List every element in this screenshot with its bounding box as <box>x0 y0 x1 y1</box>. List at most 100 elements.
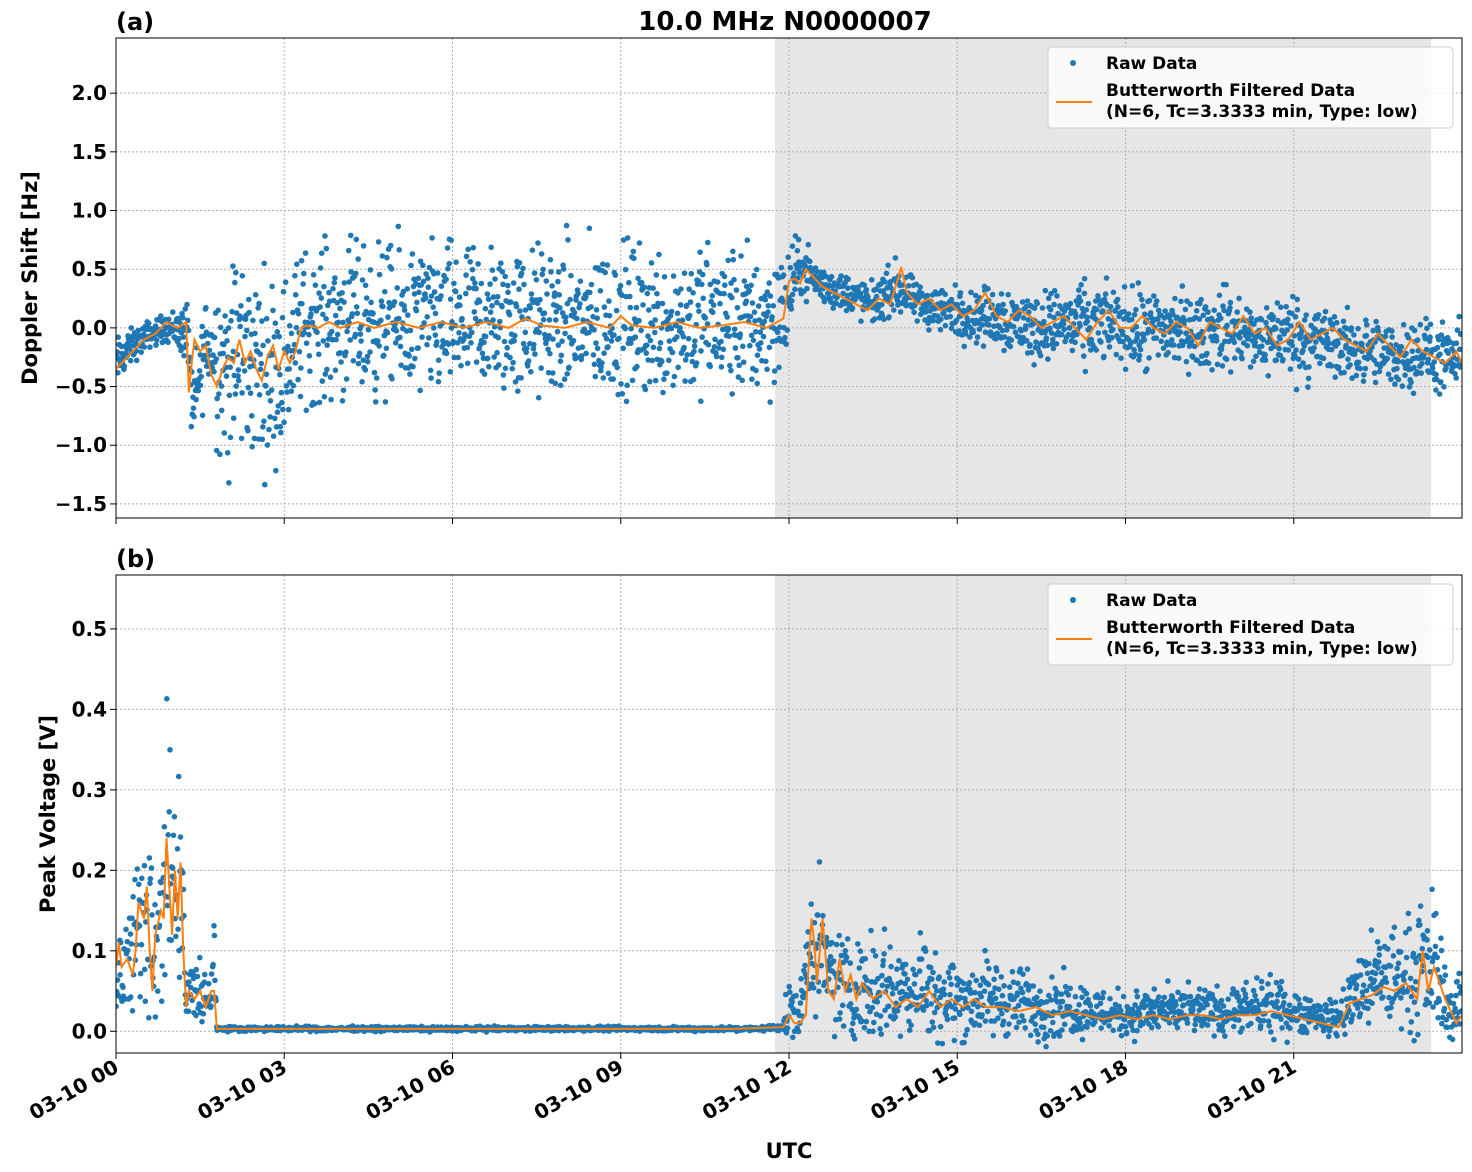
raw-data-point <box>785 254 791 260</box>
y-tick-label: 2.0 <box>72 81 107 105</box>
raw-data-point <box>660 389 666 396</box>
raw-data-point <box>1290 293 1296 300</box>
raw-data-point <box>1278 978 1285 985</box>
raw-data-point <box>1047 325 1053 332</box>
raw-data-point <box>1082 368 1089 375</box>
raw-data-point <box>250 317 256 324</box>
raw-data-point <box>308 311 314 317</box>
raw-data-point <box>624 382 630 389</box>
raw-data-point <box>443 350 450 357</box>
raw-data-point <box>505 289 511 296</box>
raw-data-point <box>280 288 287 295</box>
raw-data-point <box>667 312 674 319</box>
raw-data-point <box>1137 346 1144 353</box>
raw-data-point <box>830 958 837 964</box>
raw-data-point <box>241 368 248 374</box>
raw-data-point <box>1185 334 1192 341</box>
raw-data-point <box>709 293 715 299</box>
raw-data-point <box>292 272 298 279</box>
raw-data-point <box>897 309 904 315</box>
raw-data-point <box>547 256 554 263</box>
raw-data-point <box>125 947 131 954</box>
raw-data-point <box>1106 344 1113 350</box>
raw-data-point <box>171 813 178 820</box>
raw-data-point <box>557 382 564 389</box>
raw-data-point <box>749 300 756 306</box>
raw-data-point <box>872 953 879 959</box>
raw-data-point <box>1374 939 1381 945</box>
raw-data-point <box>918 956 925 962</box>
raw-data-point <box>1454 327 1461 333</box>
raw-data-point <box>228 317 234 324</box>
raw-data-point <box>964 1026 970 1033</box>
raw-data-point <box>565 237 571 243</box>
raw-data-point <box>1177 329 1183 335</box>
raw-data-point <box>748 332 755 339</box>
raw-data-point <box>747 342 753 349</box>
raw-data-point <box>1311 345 1317 351</box>
raw-data-point <box>941 979 947 985</box>
raw-data-point <box>1425 356 1432 363</box>
raw-data-point <box>937 1023 944 1030</box>
raw-data-point <box>629 377 636 384</box>
raw-data-point <box>120 984 126 991</box>
raw-data-point <box>489 267 496 274</box>
raw-data-point <box>169 865 176 871</box>
raw-data-point <box>237 323 244 330</box>
raw-data-point <box>617 282 624 289</box>
raw-data-point <box>422 295 429 301</box>
raw-data-point <box>1022 1025 1028 1031</box>
raw-data-point <box>504 345 511 351</box>
raw-data-point <box>711 344 718 350</box>
raw-data-point <box>341 280 348 286</box>
raw-data-point <box>578 353 585 359</box>
raw-data-point <box>553 309 559 315</box>
raw-data-point <box>176 974 183 981</box>
raw-data-point <box>788 306 795 312</box>
raw-data-point <box>360 243 367 249</box>
raw-data-point <box>586 225 593 232</box>
raw-data-point <box>268 387 275 393</box>
raw-data-point <box>570 337 577 344</box>
raw-data-point <box>130 894 136 900</box>
raw-data-point <box>810 974 817 981</box>
raw-data-point <box>608 338 615 344</box>
raw-data-point <box>1254 975 1260 981</box>
raw-data-point <box>320 338 327 344</box>
raw-data-point <box>170 832 177 839</box>
raw-data-point <box>1419 360 1425 367</box>
legend-filtered-label: Butterworth Filtered Data <box>1106 81 1355 101</box>
raw-data-point <box>1400 321 1407 328</box>
raw-data-point <box>1438 379 1444 385</box>
raw-data-point <box>496 362 502 368</box>
raw-data-point <box>1225 996 1231 1002</box>
raw-data-point <box>1006 1021 1012 1027</box>
raw-data-point <box>434 339 440 345</box>
raw-data-point <box>379 253 386 259</box>
raw-data-point <box>1146 355 1152 361</box>
raw-data-point <box>1288 1009 1294 1016</box>
raw-data-point <box>249 443 255 450</box>
raw-data-point <box>353 304 360 310</box>
raw-data-point <box>149 912 155 918</box>
raw-data-point <box>839 941 845 948</box>
raw-data-point <box>678 286 684 292</box>
raw-data-point <box>1283 303 1289 310</box>
raw-data-point <box>965 1004 971 1011</box>
raw-data-point <box>165 832 171 838</box>
raw-data-point <box>1133 324 1140 330</box>
raw-data-point <box>1393 980 1399 987</box>
raw-data-point <box>885 1003 892 1009</box>
raw-data-point <box>116 370 121 376</box>
raw-data-point <box>748 282 754 289</box>
raw-data-point <box>309 319 316 326</box>
raw-data-point <box>385 314 391 320</box>
raw-data-point <box>1252 992 1258 999</box>
raw-data-point <box>980 302 986 309</box>
raw-data-point <box>354 310 361 317</box>
raw-data-point <box>885 262 891 269</box>
raw-data-point <box>767 293 774 299</box>
raw-data-point <box>1027 342 1033 348</box>
raw-data-point <box>146 1015 152 1021</box>
raw-data-point <box>1293 386 1300 393</box>
